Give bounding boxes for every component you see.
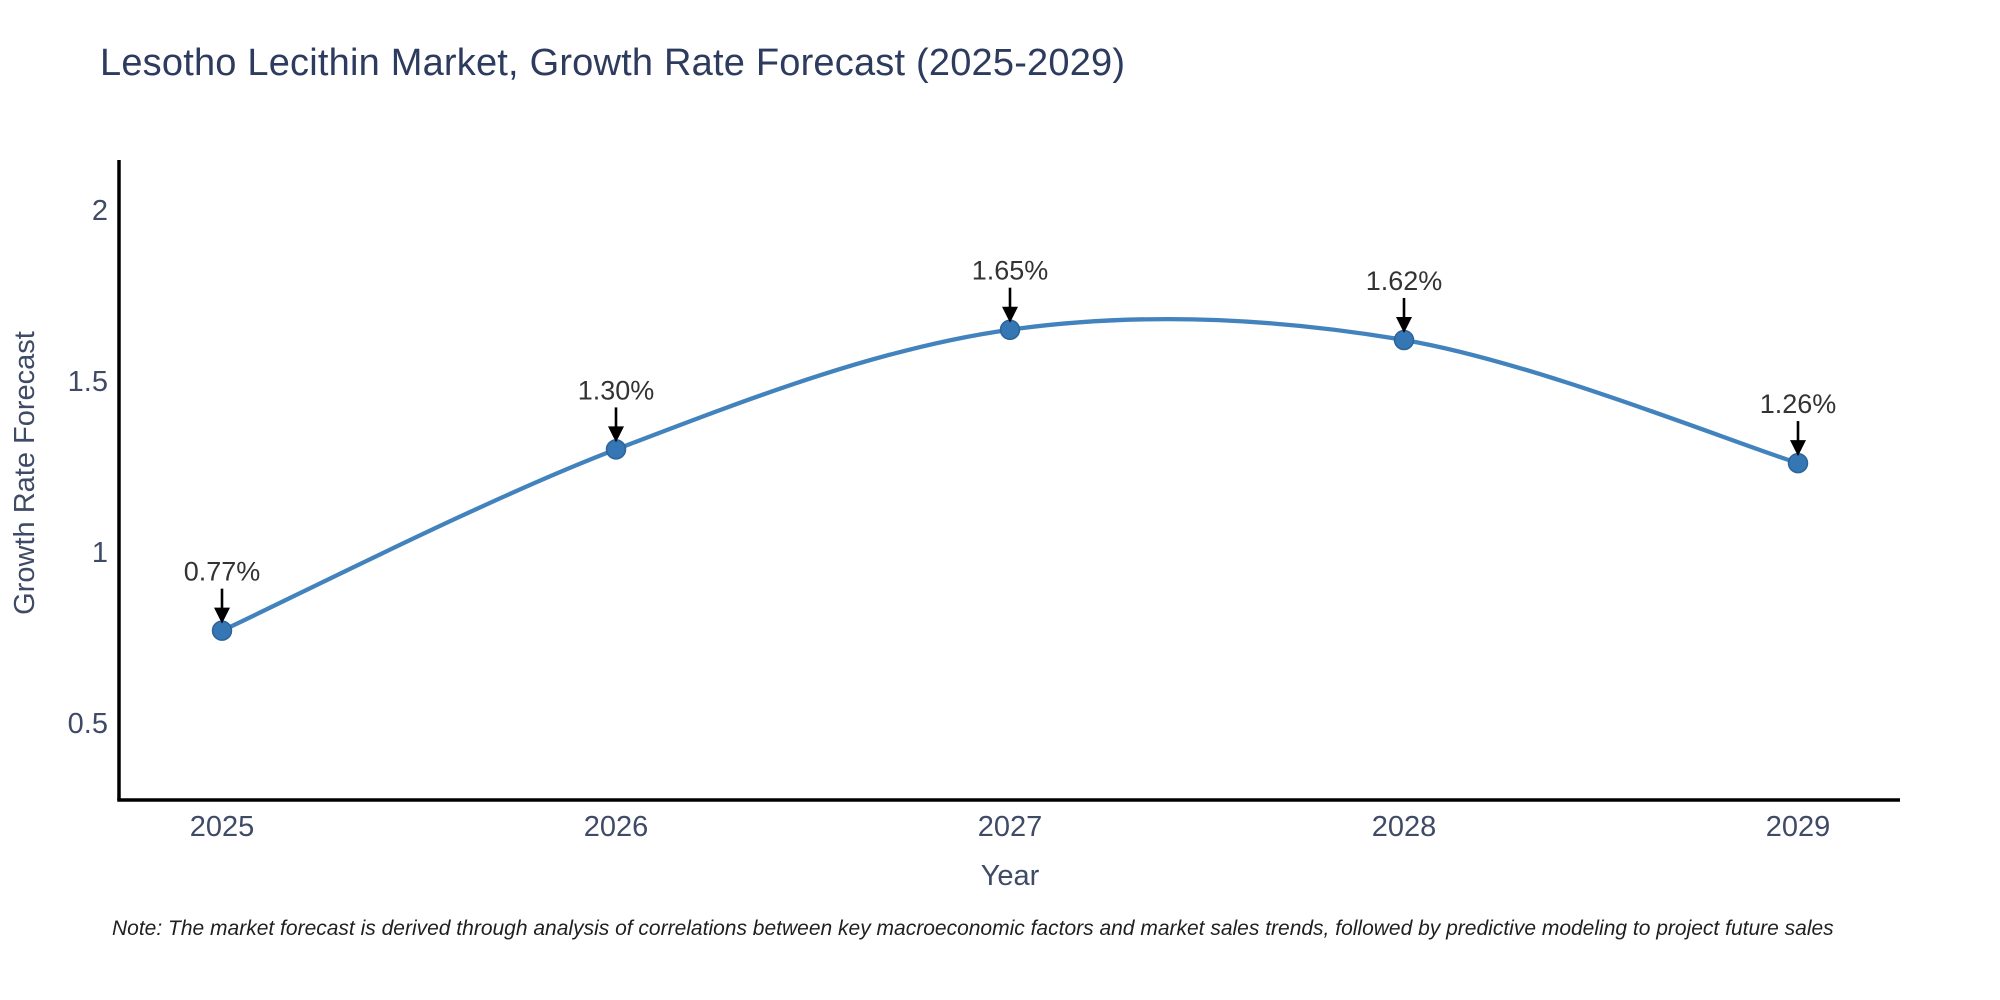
y-tick-labels: 2 1.5 1 0.5 (68, 195, 108, 740)
annotation-arrow-head (1396, 316, 1412, 333)
y-tick-label: 0.5 (68, 708, 108, 740)
annotation-arrow-head (214, 607, 230, 624)
point-marker (1393, 329, 1415, 351)
x-tick-label: 2025 (190, 811, 255, 843)
x-axis-title: Year (981, 860, 1040, 892)
y-tick-label: 2 (92, 195, 108, 227)
y-axis-title: Growth Rate Forecast (9, 331, 41, 615)
annotation-arrow-head (1790, 440, 1806, 457)
point-value-label: 1.26% (1760, 389, 1837, 419)
x-tick-label: 2028 (1372, 811, 1437, 843)
point-value-label: 1.30% (578, 375, 655, 405)
x-tick-label: 2027 (978, 811, 1043, 843)
point-marker (1787, 452, 1809, 474)
y-tick-label: 1 (92, 537, 108, 569)
point-marker (999, 319, 1021, 340)
series-line (219, 316, 1801, 633)
x-tick-labels: 2025 2026 2027 2028 2029 (190, 811, 1831, 843)
y-tick-label: 1.5 (68, 366, 108, 398)
x-tick-label: 2029 (1766, 811, 1831, 843)
point-value-label: 1.65% (972, 256, 1049, 286)
point-marker (605, 439, 627, 460)
point-value-label: 0.77% (184, 557, 261, 587)
data-series: 0.77% 1.30% 1.65% 1.62% 1.26% (184, 256, 1837, 641)
footnote: Note: The market forecast is derived thr… (112, 917, 1834, 940)
point-marker (211, 620, 233, 641)
x-tick-label: 2026 (584, 811, 649, 843)
chart-title: Lesotho Lecithin Market, Growth Rate For… (100, 42, 1126, 84)
annotation-arrow-head (608, 426, 624, 443)
annotation-arrow-head (1002, 306, 1018, 323)
point-value-label: 1.62% (1366, 266, 1443, 296)
